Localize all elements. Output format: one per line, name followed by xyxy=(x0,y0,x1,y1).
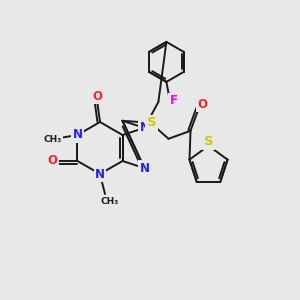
Text: F: F xyxy=(169,94,177,107)
Text: S: S xyxy=(204,135,213,148)
Text: N: N xyxy=(140,122,149,134)
Text: O: O xyxy=(197,98,208,111)
Text: O: O xyxy=(92,89,102,103)
Text: O: O xyxy=(47,154,58,167)
Text: N: N xyxy=(73,128,82,142)
Text: N: N xyxy=(140,162,149,175)
Text: CH₃: CH₃ xyxy=(44,136,62,145)
Text: S: S xyxy=(147,116,156,129)
Text: N: N xyxy=(95,167,105,181)
Text: CH₃: CH₃ xyxy=(101,197,119,206)
